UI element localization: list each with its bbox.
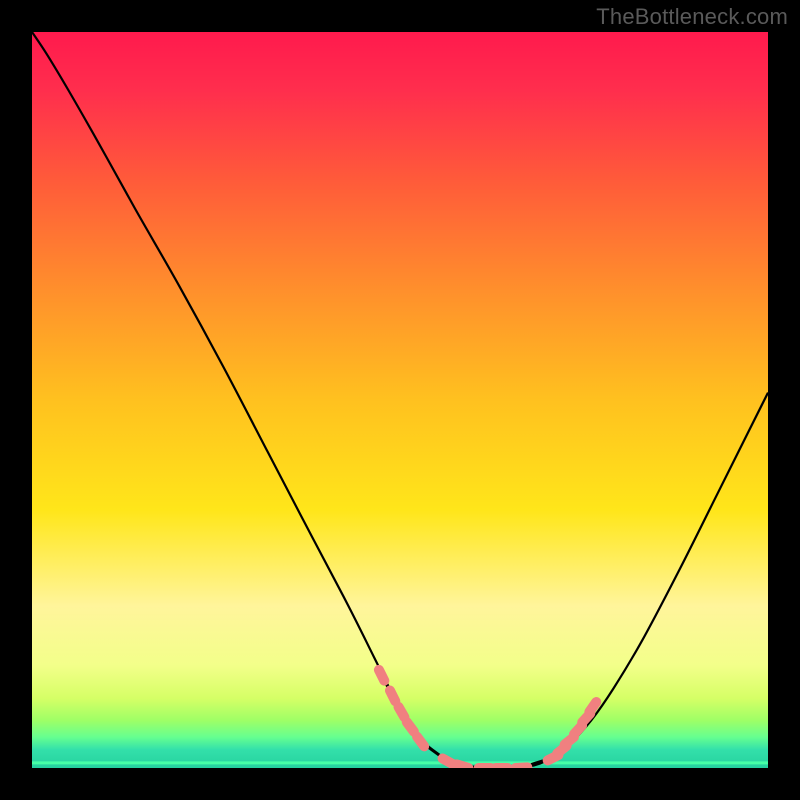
watermark-text: TheBottleneck.com <box>596 4 788 30</box>
chart-frame: TheBottleneck.com <box>0 0 800 800</box>
plot-area <box>32 32 768 768</box>
bottleneck-chart <box>0 0 800 800</box>
